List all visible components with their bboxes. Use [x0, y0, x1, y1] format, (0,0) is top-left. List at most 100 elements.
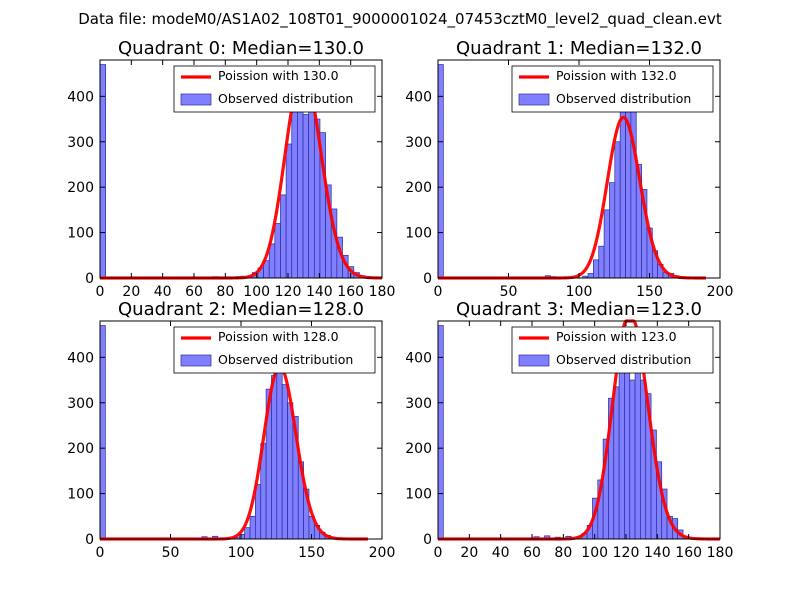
- x-tick-label: 200: [369, 545, 396, 561]
- histogram-bar: [244, 527, 251, 540]
- x-tick-label: 60: [523, 545, 541, 561]
- legend-line-label: Poission with 132.0: [556, 68, 677, 83]
- x-tick-label: 0: [434, 284, 443, 300]
- histogram-bar: [276, 347, 283, 540]
- x-tick-label: 80: [216, 284, 234, 300]
- histogram-bar: [274, 223, 281, 279]
- histogram-bar: [603, 209, 610, 279]
- y-tick-label: 0: [423, 532, 432, 548]
- x-tick-label: 160: [675, 545, 702, 561]
- y-tick-label: 0: [423, 271, 432, 287]
- x-tick-label: 100: [228, 545, 255, 561]
- y-tick-label: 400: [405, 350, 432, 366]
- plot-area: 0 50 100 150 200 0 100 200 300 400: [67, 320, 396, 561]
- histogram-bar: [249, 515, 256, 540]
- histogram-bar: [613, 386, 620, 540]
- x-tick-label: 50: [500, 284, 518, 300]
- x-tick-label: 0: [96, 284, 105, 300]
- legend-bar-swatch: [518, 93, 550, 106]
- y-tick-label: 0: [85, 532, 94, 548]
- legend-line-label: Poission with 128.0: [218, 329, 339, 344]
- histogram-bar: [255, 484, 262, 540]
- legend-line-label: Poission with 123.0: [556, 329, 677, 344]
- histogram-bar: [271, 375, 278, 540]
- axes-frame: [99, 59, 383, 279]
- plot-area: 0 50 100 150 200 0 100 200 300 400: [405, 59, 734, 300]
- y-tick-label: 400: [405, 89, 432, 105]
- x-tick-label: 20: [122, 284, 140, 300]
- histogram-bar: [618, 356, 625, 540]
- histogram-bar: [285, 143, 293, 279]
- panel-title: Quadrant 0: Median=130.0: [118, 38, 364, 59]
- legend-bar-swatch: [518, 354, 550, 367]
- y-tick-label: 400: [67, 89, 94, 105]
- x-tick-label: 100: [566, 284, 593, 300]
- histogram-bar: [609, 182, 616, 279]
- histogram-bar: [281, 384, 288, 540]
- x-tick-label: 140: [644, 545, 671, 561]
- panel-quadrant-2: 0 50 100 150 200 0 100 200 300 400 Quadrant 2: Me…: [67, 299, 395, 561]
- y-tick-label: 200: [405, 180, 432, 196]
- histogram-bar: [624, 347, 631, 540]
- y-tick-label: 300: [405, 396, 432, 412]
- histogram-bar: [598, 245, 605, 279]
- x-tick-label: 80: [554, 545, 572, 561]
- y-tick-label: 100: [67, 226, 94, 242]
- poisson-line: [99, 364, 369, 541]
- legend-bar-label: Observed distribution: [556, 91, 691, 106]
- histogram-bar: [238, 534, 246, 540]
- x-tick-label: 100: [243, 284, 270, 300]
- figure-suptitle: Data file: modeM0/AS1A02_108T01_90000010…: [78, 10, 722, 29]
- panel-quadrant-0: 0 20 40 60 80 100 120 140 160 180 0 100 200 300 400 Qu…: [67, 38, 395, 300]
- panel-title: Quadrant 3: Median=123.0: [456, 299, 702, 320]
- legend-bar-label: Observed distribution: [218, 352, 353, 367]
- legend-bar-label: Observed distribution: [556, 352, 691, 367]
- plot-area: 0 20 40 60 80 100 120 140 160 180 0 100 200 300 400: [405, 319, 734, 561]
- panel-title: Quadrant 2: Median=128.0: [118, 299, 364, 320]
- x-tick-label: 20: [460, 545, 478, 561]
- histogram-bar: [614, 141, 621, 279]
- histogram-bar: [587, 273, 594, 279]
- y-tick-label: 200: [67, 441, 94, 457]
- poisson-line: [437, 115, 707, 280]
- plot-area: 0 20 40 60 80 100 120 140 160 180 0 100 200 300 400: [67, 59, 396, 300]
- y-tick-label: 0: [85, 271, 94, 287]
- x-tick-label: 100: [581, 545, 608, 561]
- histogram-bar: [629, 379, 636, 540]
- x-tick-label: 40: [154, 284, 172, 300]
- y-tick-label: 300: [67, 135, 94, 151]
- histogram-bar: [291, 109, 298, 279]
- x-tick-label: 140: [306, 284, 333, 300]
- x-tick-label: 120: [275, 284, 302, 300]
- axes-frame: [437, 320, 721, 540]
- x-tick-label: 60: [185, 284, 203, 300]
- histogram-bar: [287, 402, 294, 540]
- histogram-bar: [640, 379, 647, 540]
- y-tick-label: 400: [67, 350, 94, 366]
- y-tick-label: 100: [405, 487, 432, 503]
- y-tick-label: 200: [405, 441, 432, 457]
- x-tick-label: 50: [162, 545, 180, 561]
- y-tick-label: 100: [67, 487, 94, 503]
- x-tick-label: 180: [369, 284, 396, 300]
- panel-quadrant-3: 0 20 40 60 80 100 120 140 160 180 0 100 200 300 400 Qu…: [405, 299, 733, 561]
- x-tick-label: 150: [298, 545, 325, 561]
- legend-bar-label: Observed distribution: [218, 91, 353, 106]
- histogram-bar: [280, 194, 287, 279]
- panel-title: Quadrant 1: Median=132.0: [456, 38, 702, 59]
- panel-quadrant-1: 0 50 100 150 200 0 100 200 300 400 Quadrant 1: Me…: [405, 38, 733, 300]
- x-tick-label: 40: [492, 545, 510, 561]
- x-tick-label: 200: [707, 284, 734, 300]
- legend-bar-swatch: [180, 354, 212, 367]
- y-tick-label: 100: [405, 226, 432, 242]
- x-tick-label: 160: [337, 284, 364, 300]
- y-tick-label: 300: [405, 135, 432, 151]
- x-tick-label: 180: [707, 545, 734, 561]
- x-tick-label: 0: [434, 545, 443, 561]
- x-tick-label: 150: [636, 284, 663, 300]
- histogram-bar: [302, 114, 310, 279]
- y-tick-label: 300: [67, 396, 94, 412]
- legend-bar-swatch: [180, 93, 212, 106]
- x-tick-label: 120: [613, 545, 640, 561]
